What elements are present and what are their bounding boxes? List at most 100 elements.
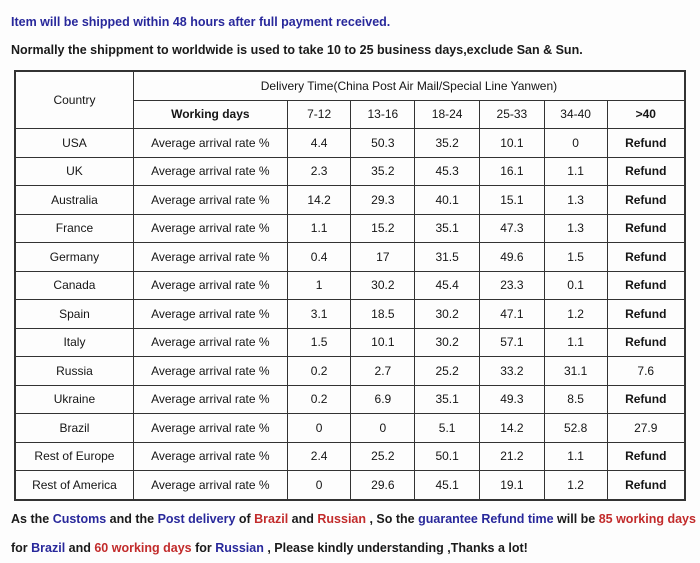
- note-segment: Brazil: [31, 540, 66, 555]
- value-cell: 15.1: [479, 185, 545, 215]
- value-cell: 31.1: [543, 356, 608, 386]
- note-segment: and the: [106, 511, 158, 526]
- country-cell: France: [14, 213, 134, 243]
- country-cell: UK: [14, 156, 134, 186]
- value-cell: 1.1: [286, 213, 352, 243]
- delivery-time-table: Country Delivery Time(China Post Air Mai…: [14, 70, 686, 501]
- rate-label-cell: Average arrival rate %: [132, 270, 288, 300]
- value-cell: 16.1: [479, 156, 545, 186]
- value-cell: 52.8: [543, 413, 608, 443]
- value-cell: 29.6: [350, 470, 416, 500]
- value-cell: 1.3: [543, 213, 608, 243]
- value-cell: 35.1: [414, 213, 480, 243]
- value-cell: 33.2: [479, 356, 545, 386]
- value-cell: 15.2: [350, 213, 416, 243]
- value-cell: 0: [286, 470, 352, 500]
- note-segment: for: [191, 540, 216, 555]
- value-cell: 25.2: [350, 441, 416, 471]
- value-cell: 3.1: [286, 299, 352, 329]
- value-cell: 1.1: [543, 441, 608, 471]
- value-cell: Refund: [606, 441, 686, 471]
- note-segment: for: [11, 540, 32, 555]
- table-row: Australia Average arrival rate % 14.2 29.3 4…: [14, 185, 686, 215]
- value-cell: Refund: [606, 384, 686, 414]
- value-cell: Refund: [606, 327, 686, 357]
- value-cell: 4.4: [286, 128, 352, 158]
- rate-label-cell: Average arrival rate %: [132, 128, 288, 158]
- value-cell: 14.2: [479, 413, 545, 443]
- value-cell: 35.2: [350, 156, 416, 186]
- value-cell: 57.1: [479, 327, 545, 357]
- value-cell: 1.3: [543, 185, 608, 215]
- rate-label-cell: Average arrival rate %: [132, 384, 288, 414]
- note-segment: Post delivery: [157, 511, 236, 526]
- note-segment: guarantee Refund time: [418, 511, 554, 526]
- value-cell: 30.2: [414, 327, 480, 357]
- note-segment: As the: [11, 511, 53, 526]
- value-cell: 1.2: [543, 299, 608, 329]
- value-cell: 8.5: [543, 384, 608, 414]
- value-cell: 0.2: [286, 384, 352, 414]
- table-row: Italy Average arrival rate % 1.5 10.1 30.2 57…: [14, 327, 686, 357]
- worldwide-delivery-notice: Normally the shippment to worldwide is u…: [11, 43, 583, 57]
- table-row: USA Average arrival rate % 4.4 50.3 35.2 10.1…: [14, 128, 686, 158]
- value-cell: 47.1: [479, 299, 545, 329]
- country-cell: Germany: [14, 242, 134, 272]
- value-cell: 18.5: [350, 299, 416, 329]
- rate-label-cell: Average arrival rate %: [132, 327, 288, 357]
- range-header: 18-24: [414, 99, 480, 129]
- value-cell: 0: [350, 413, 416, 443]
- customs-refund-note-line-2: for Brazil and 60 working days for Russi…: [0, 541, 700, 556]
- value-cell: 10.1: [479, 128, 545, 158]
- value-cell: 21.2: [479, 441, 545, 471]
- country-cell: Rest of Europe: [14, 441, 134, 471]
- value-cell: Refund: [606, 128, 686, 158]
- country-cell: Canada: [14, 270, 134, 300]
- value-cell: 1.2: [543, 470, 608, 500]
- rate-label-cell: Average arrival rate %: [132, 299, 288, 329]
- table-row: Germany Average arrival rate % 0.4 17 31.5 49…: [14, 242, 686, 272]
- value-cell: 50.3: [350, 128, 416, 158]
- value-cell: Refund: [606, 213, 686, 243]
- value-cell: 29.3: [350, 185, 416, 215]
- value-cell: 30.2: [350, 270, 416, 300]
- note-segment: and: [65, 540, 95, 555]
- working-days-header: Working days: [132, 99, 288, 129]
- value-cell: 2.3: [286, 156, 352, 186]
- table-header: Country Delivery Time(China Post Air Mai…: [14, 70, 686, 129]
- value-cell: Refund: [606, 185, 686, 215]
- table-row: Rest of America Average arrival rate % 0 29…: [14, 470, 686, 500]
- value-cell: 1.1: [543, 327, 608, 357]
- note-segment: will be: [553, 511, 599, 526]
- value-cell: 25.2: [414, 356, 480, 386]
- value-cell: 1: [286, 270, 352, 300]
- value-cell: Refund: [606, 270, 686, 300]
- value-cell: 49.6: [479, 242, 545, 272]
- note-segment: of: [235, 511, 255, 526]
- value-cell: 0.1: [543, 270, 608, 300]
- rate-label-cell: Average arrival rate %: [132, 156, 288, 186]
- range-header: 13-16: [350, 99, 416, 129]
- value-cell: 30.2: [414, 299, 480, 329]
- value-cell: Refund: [606, 470, 686, 500]
- value-cell: 1.5: [286, 327, 352, 357]
- value-cell: 0.4: [286, 242, 352, 272]
- note-segment: 85 working days: [598, 511, 696, 526]
- value-cell: 14.2: [286, 185, 352, 215]
- value-cell: 40.1: [414, 185, 480, 215]
- range-header: 7-12: [286, 99, 352, 129]
- value-cell: 0: [543, 128, 608, 158]
- value-cell: 45.1: [414, 470, 480, 500]
- value-cell: Refund: [606, 242, 686, 272]
- note-segment: Brazil: [254, 511, 289, 526]
- note-segment: Russian: [317, 511, 367, 526]
- table-row: Russia Average arrival rate % 0.2 2.7 25.2 33…: [14, 356, 686, 386]
- country-cell: USA: [14, 128, 134, 158]
- note-segment: , Please kindly understanding ,Thanks a …: [263, 540, 528, 555]
- value-cell: 31.5: [414, 242, 480, 272]
- rate-label-cell: Average arrival rate %: [132, 356, 288, 386]
- value-cell: 23.3: [479, 270, 545, 300]
- country-cell: Ukraine: [14, 384, 134, 414]
- value-cell: 0.2: [286, 356, 352, 386]
- rate-label-cell: Average arrival rate %: [132, 185, 288, 215]
